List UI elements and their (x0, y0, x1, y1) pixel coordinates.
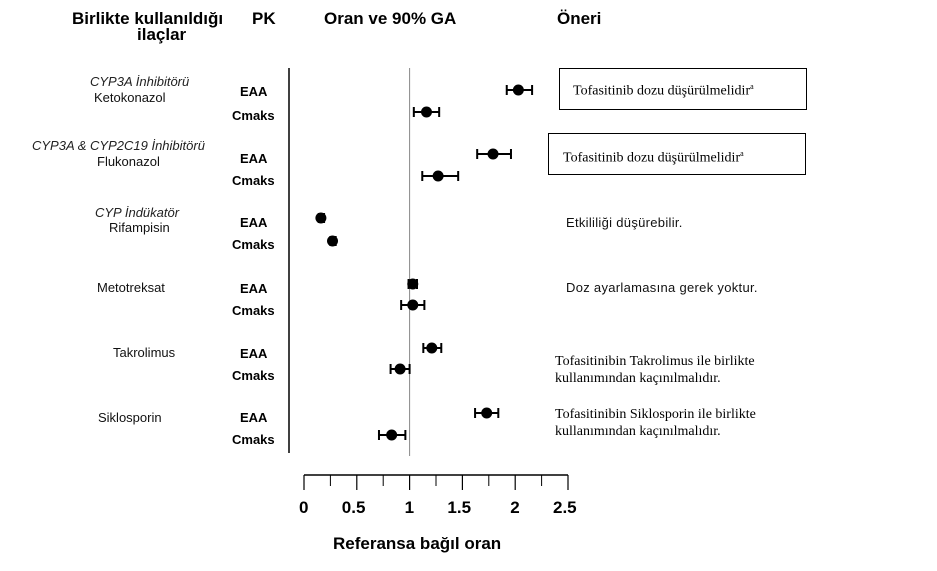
header-drugs-line1: Birlikte kullanıldığı (72, 9, 224, 28)
x-tick-label: 2 (510, 498, 520, 517)
point-estimate (327, 235, 339, 247)
x-tick-label: 1 (404, 498, 415, 517)
drug-class-3: CYP İndükatör (95, 205, 180, 220)
point-estimate (512, 84, 524, 96)
recommendation-1-text: Tofasitinib dozu düşürülmelidir (573, 83, 751, 99)
x-tick-label: 0.5 (341, 498, 366, 517)
recommendation-1-sup: a (750, 82, 754, 91)
forest-row (327, 235, 339, 247)
point-estimate (432, 170, 444, 182)
recommendation-3: Etkililiği düşürebilir. (566, 215, 683, 230)
drug-name-6: Siklosporin (98, 410, 162, 425)
forest-row (400, 299, 426, 311)
pk-label-auc: EAA (240, 215, 268, 230)
pk-label-auc: EAA (240, 84, 268, 99)
point-estimate (426, 342, 438, 354)
point-estimate (481, 407, 493, 419)
point-estimate (394, 363, 406, 375)
x-tick-label: 0 (299, 498, 309, 517)
pk-label-cmax: Cmaks (232, 108, 275, 123)
recommendation-5-line1: Tofasitinibin Takrolimus ile birlikte (555, 354, 755, 369)
point-estimate (407, 278, 419, 290)
recommendation-1: Tofasitinib dozu düşürülmelidira (573, 78, 754, 100)
forest-row (412, 106, 441, 118)
point-estimate (315, 212, 327, 224)
recommendation-6-line1: Tofasitinibin Siklosporin ile birlikte (555, 407, 756, 422)
forest-row (389, 363, 411, 375)
point-estimate (487, 148, 499, 160)
point-estimate (386, 429, 398, 441)
recommendation-2-sup: a (740, 149, 744, 158)
drug-name-2: Flukonazol (97, 154, 160, 169)
pk-label-cmax: Cmaks (232, 432, 275, 447)
pk-label-cmax: Cmaks (232, 368, 275, 383)
forest-row (377, 429, 407, 441)
x-tick-label: 2.5 (553, 498, 577, 517)
drug-name-4: Metotreksat (97, 280, 165, 295)
pk-label-cmax: Cmaks (232, 173, 275, 188)
drug-name-5: Takrolimus (113, 345, 176, 360)
point-estimate (407, 299, 419, 311)
drug-class-2: CYP3A & CYP2C19 İnhibitörü (32, 138, 205, 153)
pk-label-cmax: Cmaks (232, 237, 275, 252)
forest-row (407, 278, 419, 290)
pk-label-auc: EAA (240, 281, 268, 296)
pk-label-auc: EAA (240, 346, 268, 361)
pk-label-auc: EAA (240, 151, 268, 166)
recommendation-box-2 (548, 133, 806, 175)
header-pk: PK (252, 9, 276, 28)
forest-row (421, 170, 460, 182)
recommendation-2: Tofasitinib dozu düşürülmelidira (563, 145, 744, 167)
recommendation-5-line2: kullanımından kaçınılmalıdır. (555, 371, 721, 386)
point-estimate (420, 106, 432, 118)
recommendation-6-line2: kullanımından kaçınılmalıdır. (555, 424, 721, 439)
recommendation-4: Doz ayarlamasına gerek yoktur. (566, 280, 758, 295)
x-axis-label: Referansa bağıl oran (333, 534, 502, 553)
forest-row (315, 212, 327, 224)
forest-row (505, 84, 534, 96)
recommendation-2-text: Tofasitinib dozu düşürülmelidir (563, 150, 741, 166)
x-tick-label: 1.5 (447, 498, 472, 517)
drug-name-1: Ketokonazol (94, 90, 166, 105)
header-recommendation: Öneri (557, 9, 602, 28)
pk-label-cmax: Cmaks (232, 303, 275, 318)
pk-label-auc: EAA (240, 410, 268, 425)
forest-row (476, 148, 512, 160)
forest-row (422, 342, 443, 354)
header-ratio: Oran ve 90% GA (324, 9, 457, 28)
forest-row (474, 407, 500, 419)
recommendation-box-1 (559, 68, 807, 110)
drug-class-1: CYP3A İnhibitörü (90, 74, 190, 89)
header-drugs-line2: ilaçlar (137, 25, 187, 44)
drug-name-3: Rifampisin (109, 220, 170, 235)
